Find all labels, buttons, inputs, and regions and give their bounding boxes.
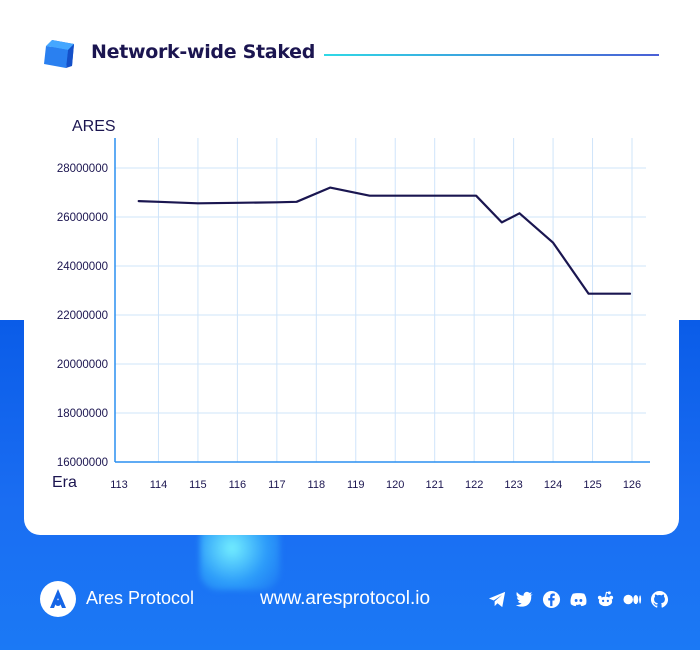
chart-grid <box>115 138 646 462</box>
x-tick-label: 114 <box>150 479 168 491</box>
x-tick-label: 126 <box>623 479 641 491</box>
cube-icon <box>44 38 78 72</box>
facebook-icon[interactable] <box>542 590 561 609</box>
telegram-icon[interactable] <box>488 590 507 609</box>
footer-url-link[interactable]: www.aresprotocol.io <box>260 588 431 609</box>
github-icon[interactable] <box>650 590 669 609</box>
title-row: Network-wide Staked <box>44 38 664 72</box>
y-tick-label: 26000000 <box>57 212 108 224</box>
x-tick-label: 124 <box>544 479 562 491</box>
y-tick-label: 22000000 <box>57 310 108 322</box>
ares-logo-icon <box>40 581 76 617</box>
y-tick-label: 20000000 <box>57 359 108 371</box>
x-tick-label: 121 <box>426 479 444 491</box>
x-tick-label: 115 <box>189 479 207 491</box>
x-tick-label: 118 <box>308 479 326 491</box>
x-tick-label: 116 <box>229 479 247 491</box>
y-tick-label: 24000000 <box>57 261 108 273</box>
title-divider <box>324 54 659 56</box>
page-title: Network-wide Staked <box>91 41 316 63</box>
footer-brand: Ares Protocol <box>86 588 195 608</box>
social-links <box>488 590 669 610</box>
x-tick-label: 119 <box>347 479 365 491</box>
chart-series <box>137 186 632 295</box>
y-axis-label: ARES <box>72 118 116 135</box>
x-axis-label: Era <box>52 474 77 491</box>
x-tick-label: 125 <box>583 479 601 491</box>
x-tick-label: 117 <box>268 479 286 491</box>
medium-icon[interactable] <box>623 590 642 609</box>
discord-icon[interactable] <box>569 590 588 609</box>
x-tick-label: 113 <box>110 479 128 491</box>
twitter-icon[interactable] <box>515 590 534 609</box>
y-tick-label: 28000000 <box>57 163 108 175</box>
x-tick-label: 120 <box>386 479 404 491</box>
x-tick-label: 122 <box>465 479 483 491</box>
y-tick-label: 18000000 <box>57 408 108 420</box>
chart-axes <box>114 138 650 463</box>
reddit-icon[interactable] <box>596 590 615 609</box>
x-tick-label: 123 <box>504 479 522 491</box>
y-tick-label: 16000000 <box>57 457 108 469</box>
series-line <box>137 186 632 295</box>
chart-labels: 16000000 18000000 20000000 22000000 24000000… <box>52 118 641 491</box>
